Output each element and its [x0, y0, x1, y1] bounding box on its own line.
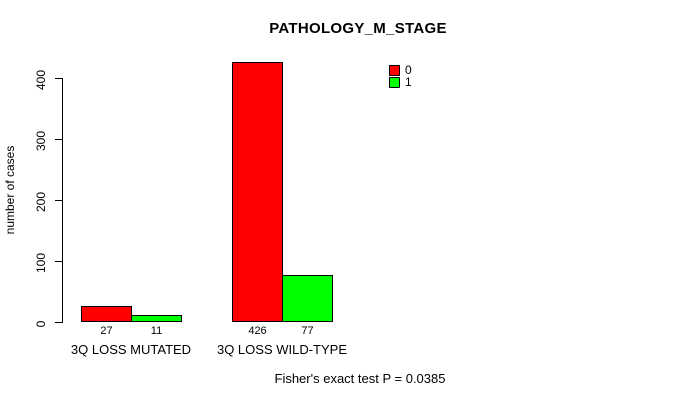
- y-axis-tick: [55, 261, 62, 262]
- legend-item: 0: [389, 63, 412, 77]
- y-axis-tick-label-text: 0: [34, 320, 48, 328]
- y-axis-line: [62, 78, 63, 323]
- category-label: 3Q LOSS WILD-TYPE: [216, 342, 348, 357]
- legend-item: 1: [389, 75, 412, 89]
- y-axis-tick-label-text: 100: [34, 252, 48, 274]
- category-label: 3Q LOSS MUTATED: [70, 342, 192, 357]
- legend-label: 1: [405, 75, 412, 89]
- y-axis-tick-label-text: 400: [34, 69, 48, 91]
- y-axis-tick: [55, 78, 62, 79]
- bar-series-1-group-0: [131, 315, 182, 322]
- bar-value-label: 77: [301, 325, 314, 337]
- y-axis-tick: [55, 322, 62, 323]
- y-axis-tick-label-text: 300: [34, 130, 48, 152]
- y-axis-tick-label-text: 200: [34, 191, 48, 213]
- bar-series-0-group-0: [81, 306, 132, 322]
- fisher-test-annotation: Fisher's exact test P = 0.0385: [274, 371, 446, 386]
- bar-value-label: 27: [100, 325, 113, 337]
- bar-value-label: 11: [150, 325, 163, 337]
- bar-series-1-group-1: [282, 275, 333, 322]
- bar-series-0-group-1: [232, 62, 283, 322]
- legend-label: 0: [405, 63, 412, 77]
- legend-swatch-icon: [389, 77, 400, 88]
- chart-title: PATHOLOGY_M_STAGE: [269, 20, 447, 37]
- bar-value-label: 426: [248, 325, 267, 337]
- y-axis-tick: [55, 200, 62, 201]
- legend-swatch-icon: [389, 65, 400, 76]
- y-axis-tick: [55, 139, 62, 140]
